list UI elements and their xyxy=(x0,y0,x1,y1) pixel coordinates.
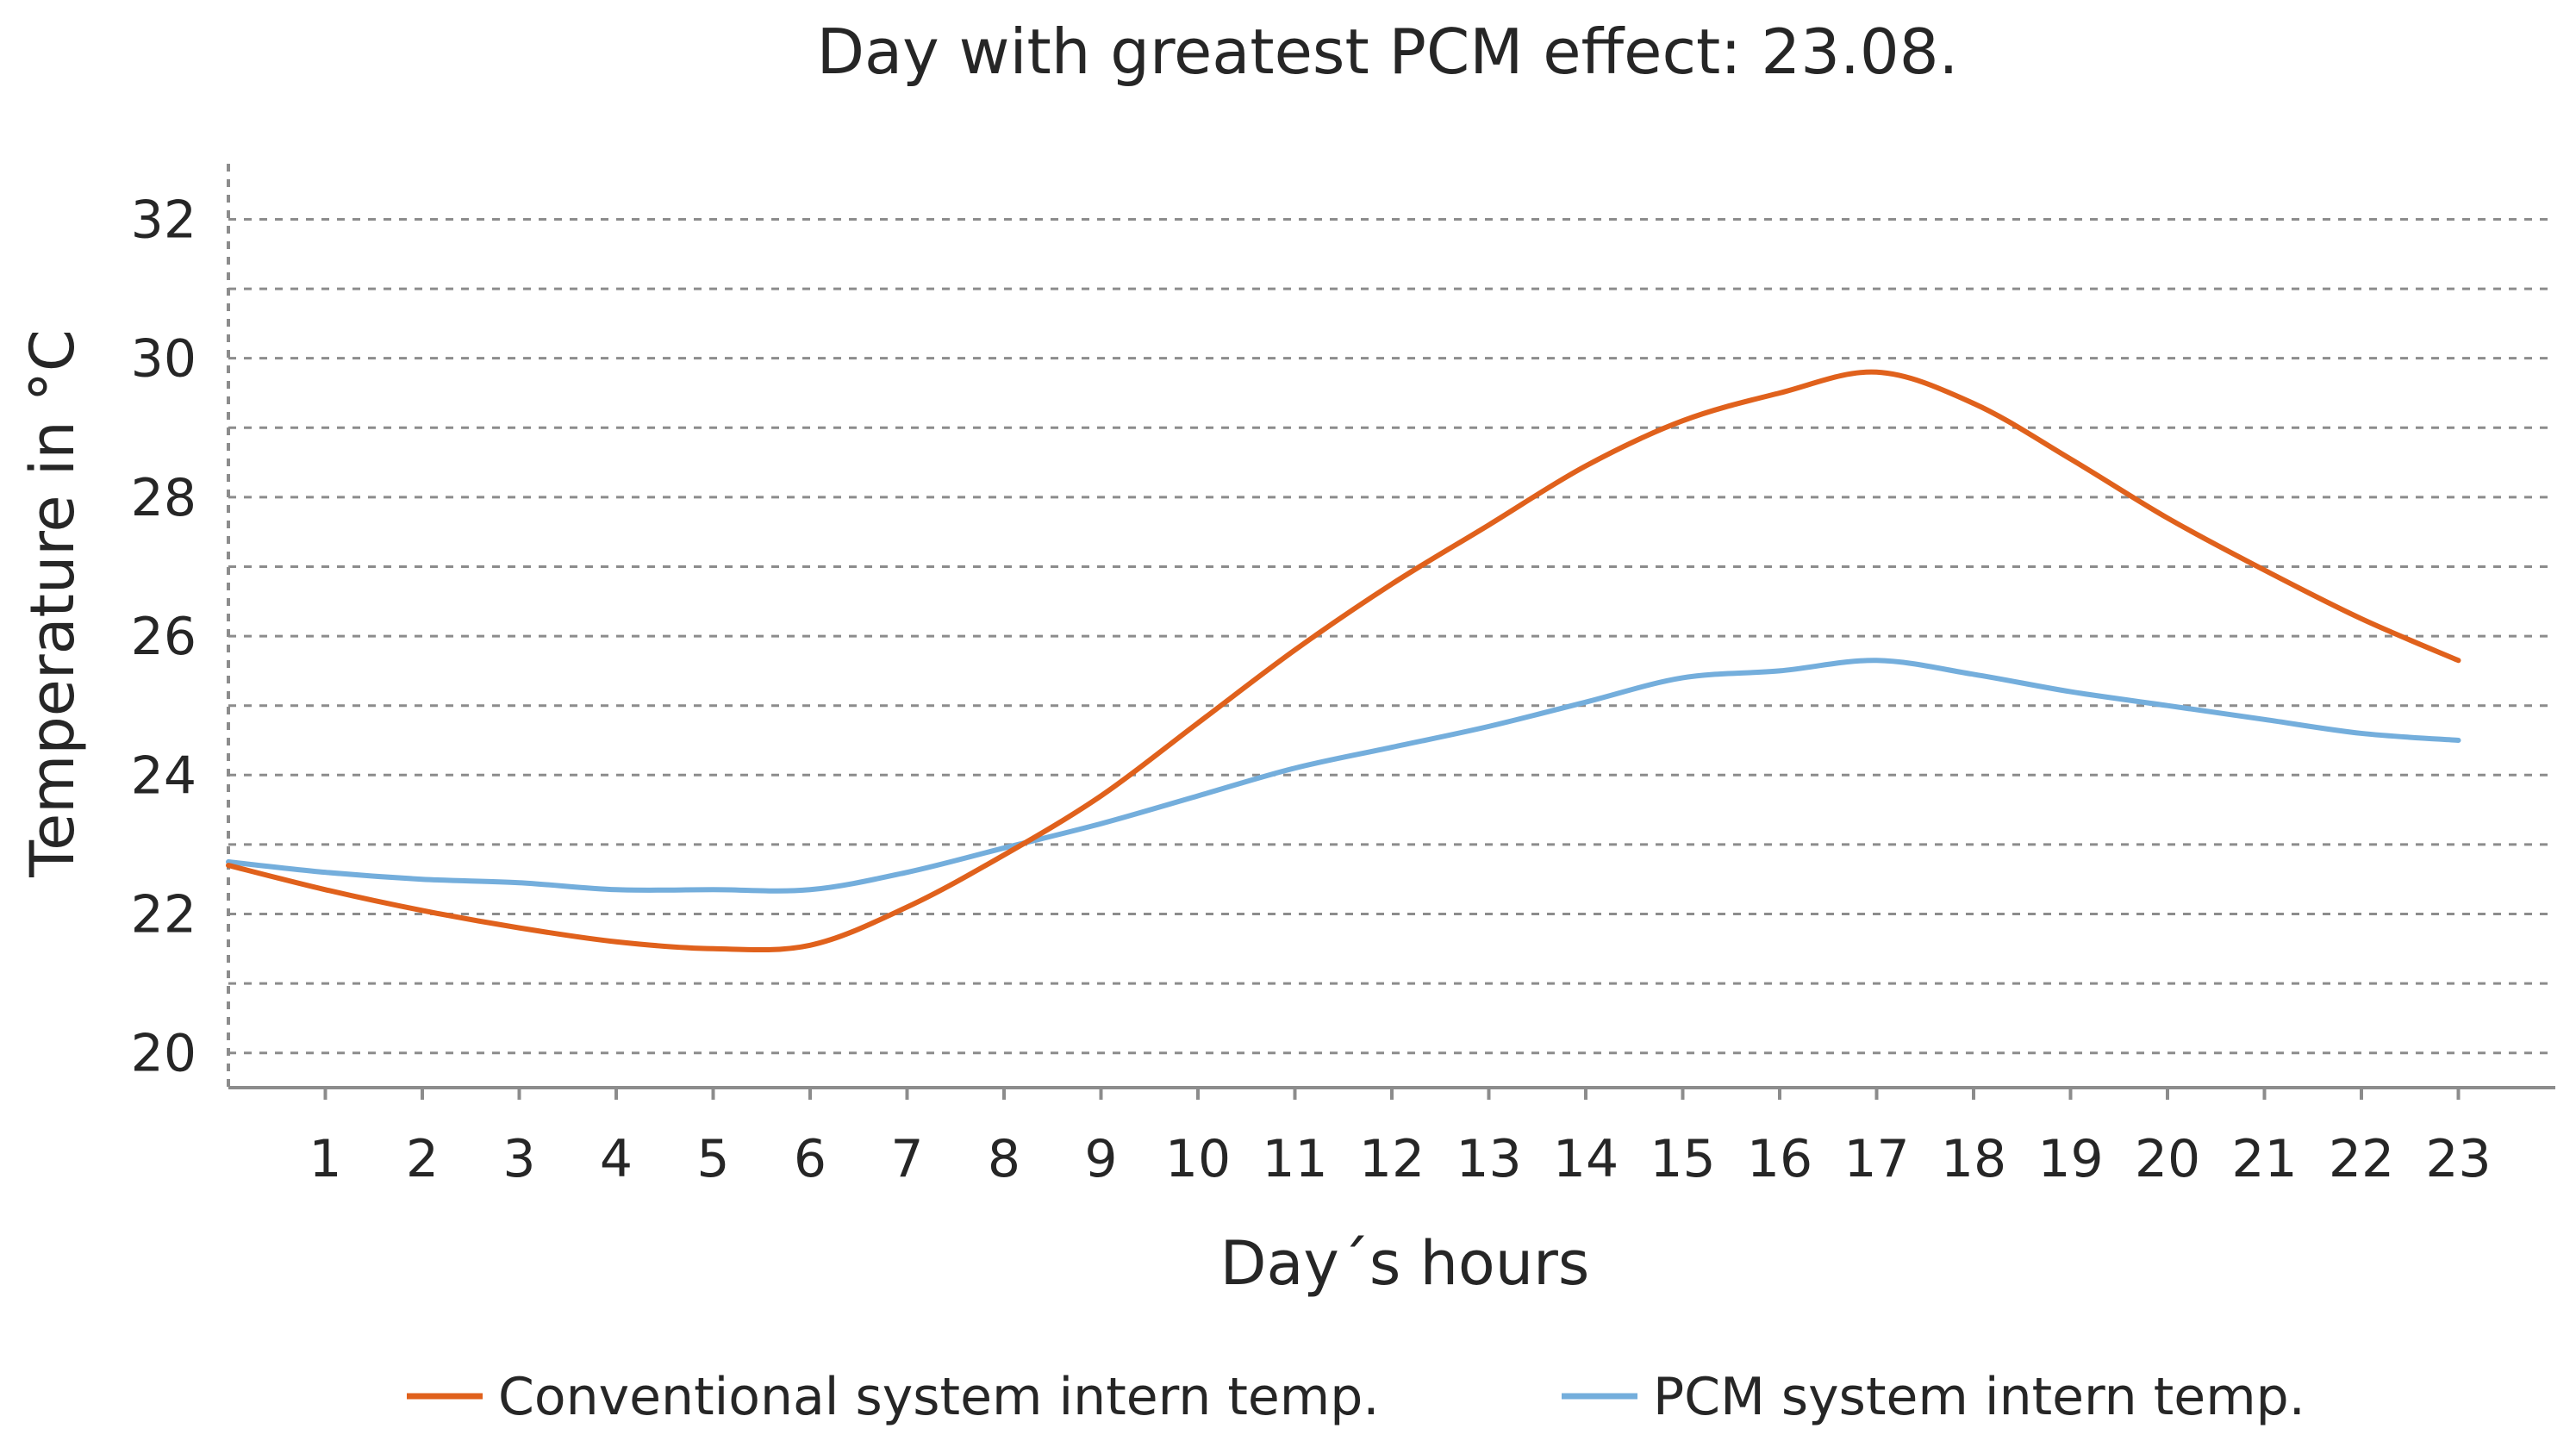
legend-label-conventional: Conventional system intern temp. xyxy=(498,1367,1379,1427)
legend-label-pcm: PCM system intern temp. xyxy=(1653,1367,2305,1427)
legend: Conventional system intern temp. PCM sys… xyxy=(407,1367,2305,1427)
x-tick-label-11: 11 xyxy=(1262,1129,1327,1189)
x-tick-label-9: 9 xyxy=(1084,1129,1117,1189)
series-line-conventional xyxy=(226,369,2461,953)
x-tick-label-15: 15 xyxy=(1650,1129,1715,1189)
x-tick-label-3: 3 xyxy=(502,1129,535,1189)
series-line-pcm xyxy=(226,658,2461,894)
y-tick-label-20: 20 xyxy=(131,1024,196,1084)
x-tick-label-17: 17 xyxy=(1843,1129,1909,1189)
x-tick-label-16: 16 xyxy=(1747,1129,1812,1189)
y-tick-label-28: 28 xyxy=(131,468,196,528)
x-tick-label-21: 21 xyxy=(2231,1129,2297,1189)
x-tick-label-8: 8 xyxy=(988,1129,1020,1189)
x-tick-label-6: 6 xyxy=(794,1129,826,1189)
x-tick-label-2: 2 xyxy=(406,1129,439,1189)
x-tick-label-19: 19 xyxy=(2037,1129,2103,1189)
y-tick-label-24: 24 xyxy=(131,745,196,806)
x-tick-label-7: 7 xyxy=(890,1129,923,1189)
y-tick-labels: 20 22 24 26 28 30 32 xyxy=(131,190,196,1083)
x-tick-label-13: 13 xyxy=(1456,1129,1521,1189)
x-tick-label-4: 4 xyxy=(600,1129,633,1189)
series-lines xyxy=(226,369,2461,953)
x-tick-label-1: 1 xyxy=(309,1129,341,1189)
y-axis-label: Temperature in °C xyxy=(17,329,88,878)
x-tick-label-10: 10 xyxy=(1165,1129,1231,1189)
y-tick-label-22: 22 xyxy=(131,884,196,945)
x-tick-label-18: 18 xyxy=(1941,1129,2006,1189)
x-tick-label-22: 22 xyxy=(2329,1129,2394,1189)
y-tick-label-32: 32 xyxy=(131,190,196,250)
y-tick-label-30: 30 xyxy=(131,329,196,390)
chart-title: Day with greatest PCM effect: 23.08. xyxy=(817,16,1959,88)
grid-lines xyxy=(228,217,2555,1055)
x-tick-label-23: 23 xyxy=(2425,1129,2491,1189)
x-tick-label-20: 20 xyxy=(2135,1129,2200,1189)
x-tick-label-12: 12 xyxy=(1359,1129,1425,1189)
y-tick-label-26: 26 xyxy=(131,607,196,667)
x-tick-label-5: 5 xyxy=(696,1129,729,1189)
x-tick-label-14: 14 xyxy=(1553,1129,1619,1189)
x-tick-labels: 1 2 3 4 5 6 7 8 9 10 11 12 13 14 15 16 17 18 19 20 21 22 23 xyxy=(309,1088,2492,1189)
x-axis-label: Day´s hours xyxy=(1220,1228,1590,1299)
